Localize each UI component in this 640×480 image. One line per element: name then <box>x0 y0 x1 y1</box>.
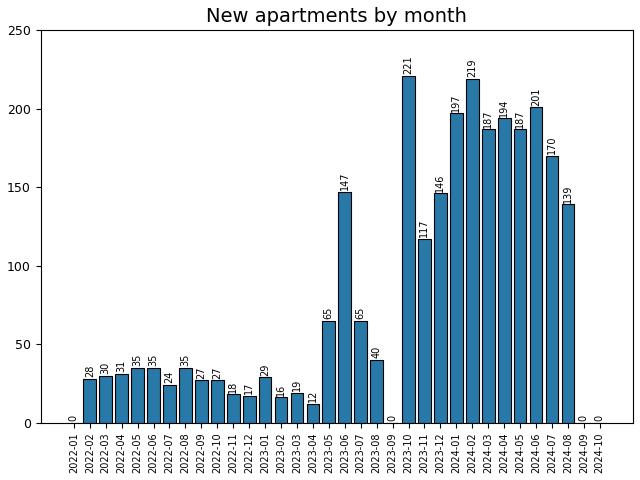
Text: 0: 0 <box>69 415 79 421</box>
Text: 29: 29 <box>260 363 270 375</box>
Text: 0: 0 <box>595 415 605 421</box>
Bar <box>275 397 287 422</box>
Bar <box>163 385 176 422</box>
Text: 221: 221 <box>403 56 413 74</box>
Bar <box>115 374 128 422</box>
Text: 30: 30 <box>100 362 111 374</box>
Bar <box>418 239 431 422</box>
Text: 16: 16 <box>276 384 286 396</box>
Bar <box>147 368 160 422</box>
Bar <box>307 404 319 422</box>
Bar <box>339 192 351 422</box>
Bar <box>545 156 558 422</box>
Title: New apartments by month: New apartments by month <box>206 7 467 26</box>
Text: 27: 27 <box>212 366 222 379</box>
Bar <box>482 129 495 422</box>
Text: 194: 194 <box>499 98 509 117</box>
Text: 0: 0 <box>388 415 397 421</box>
Bar <box>195 380 208 422</box>
Bar <box>99 375 112 422</box>
Bar <box>402 76 415 422</box>
Bar <box>561 204 574 422</box>
Text: 12: 12 <box>308 390 318 402</box>
Bar <box>466 79 479 422</box>
Text: 28: 28 <box>84 365 95 377</box>
Text: 187: 187 <box>515 109 525 128</box>
Text: 35: 35 <box>132 354 143 366</box>
Text: 197: 197 <box>451 94 461 112</box>
Bar <box>131 368 144 422</box>
Text: 18: 18 <box>228 381 238 393</box>
Bar <box>259 377 271 422</box>
Bar <box>450 113 463 422</box>
Bar <box>179 368 192 422</box>
Text: 24: 24 <box>164 371 175 384</box>
Text: 117: 117 <box>419 219 429 238</box>
Bar <box>323 321 335 422</box>
Bar <box>211 380 223 422</box>
Bar <box>291 393 303 422</box>
Bar <box>514 129 527 422</box>
Bar <box>355 321 367 422</box>
Text: 139: 139 <box>563 184 573 203</box>
Bar <box>371 360 383 422</box>
Text: 170: 170 <box>547 136 557 154</box>
Text: 187: 187 <box>483 109 493 128</box>
Text: 65: 65 <box>324 307 334 319</box>
Text: 147: 147 <box>340 172 350 191</box>
Text: 19: 19 <box>292 379 302 391</box>
Text: 65: 65 <box>356 307 365 319</box>
Bar <box>227 395 239 422</box>
Text: 17: 17 <box>244 382 254 395</box>
Text: 40: 40 <box>372 346 381 358</box>
Bar <box>243 396 255 422</box>
Text: 201: 201 <box>531 87 541 106</box>
Text: 27: 27 <box>196 366 206 379</box>
Text: 31: 31 <box>116 360 127 372</box>
Text: 35: 35 <box>148 354 159 366</box>
Text: 0: 0 <box>579 415 589 421</box>
Text: 35: 35 <box>180 354 191 366</box>
Bar <box>83 379 96 422</box>
Text: 219: 219 <box>467 59 477 77</box>
Bar <box>434 193 447 422</box>
Bar <box>530 107 542 422</box>
Text: 146: 146 <box>435 174 445 192</box>
Bar <box>498 118 511 422</box>
